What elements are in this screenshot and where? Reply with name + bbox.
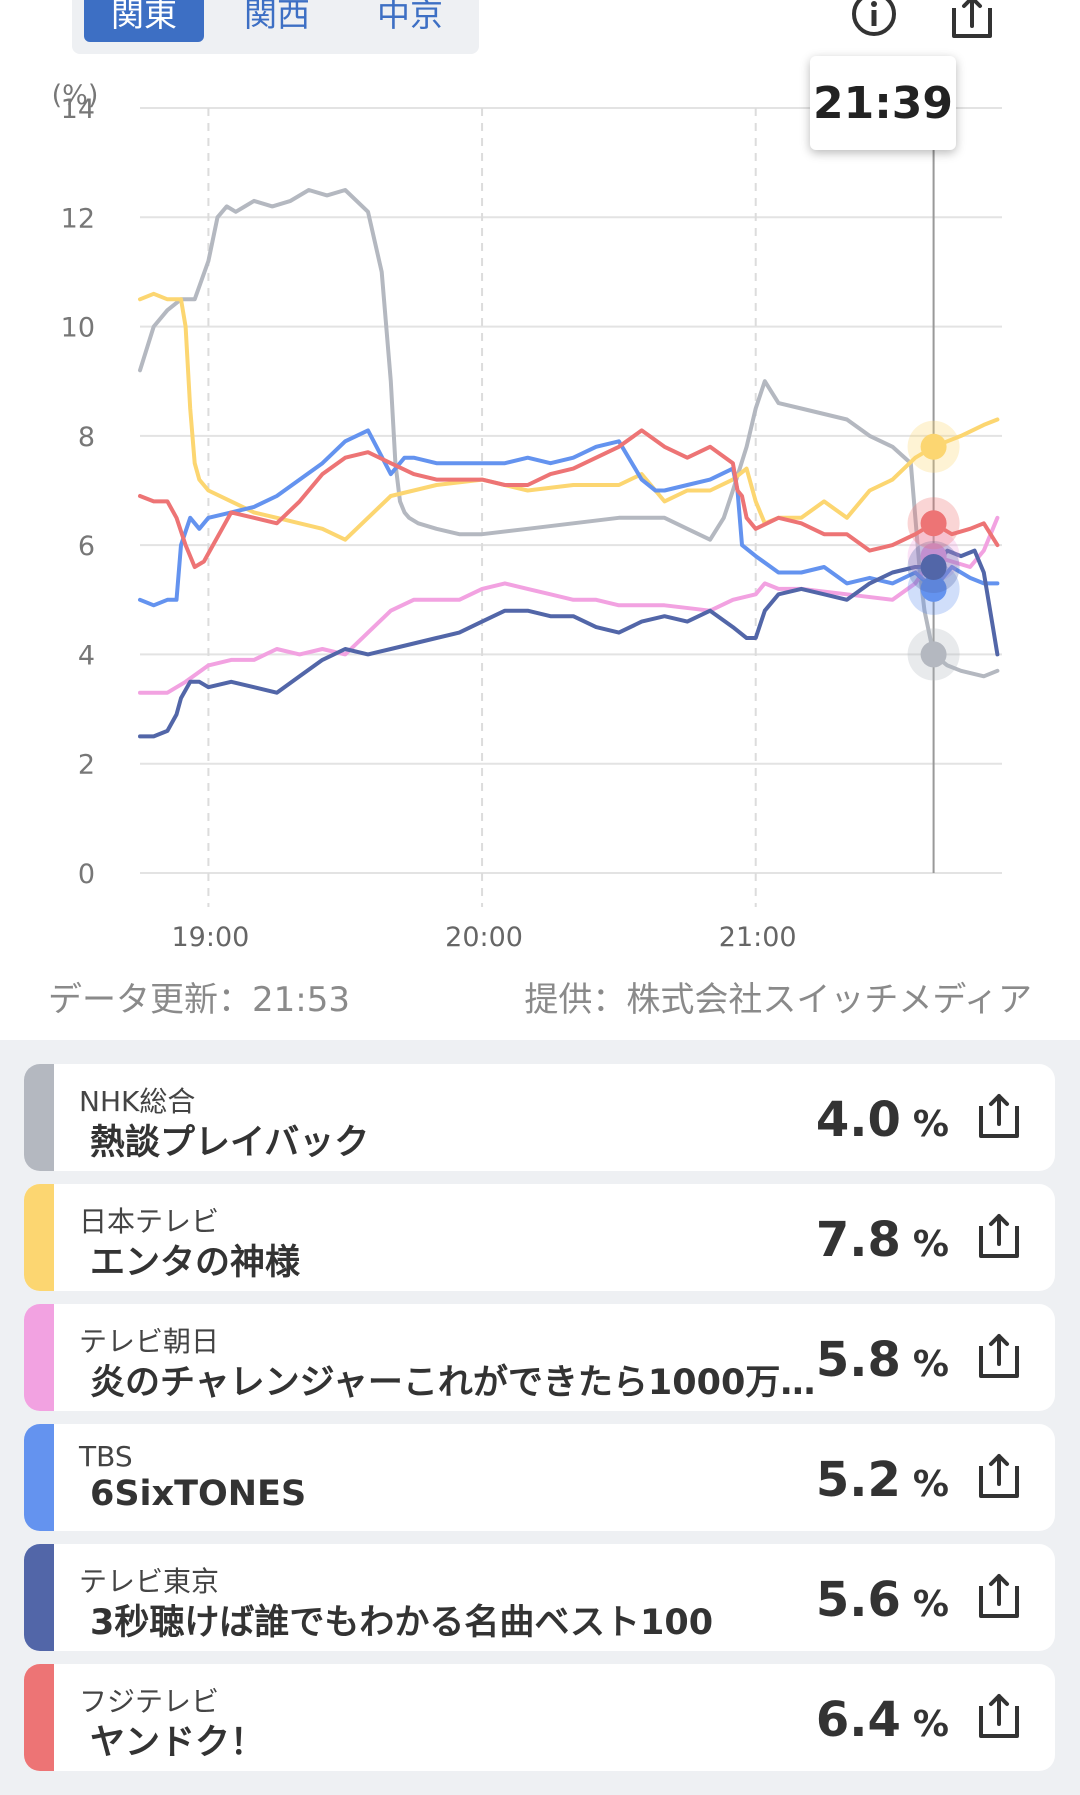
share-icon[interactable] (973, 1452, 1025, 1502)
rating-value: 7.8% (815, 1212, 949, 1268)
channel-color-bar (24, 1184, 54, 1291)
y-tick-label: 12 (61, 203, 95, 234)
channel-color-bar (24, 1064, 54, 1171)
rating-value: 5.6% (815, 1572, 949, 1628)
y-tick-label: 6 (78, 531, 95, 562)
share-icon[interactable] (973, 1572, 1025, 1622)
station-name: フジテレビ (79, 1685, 220, 1718)
y-axis-unit-label: (%) (52, 80, 99, 111)
data-updated-text: データ更新：21:53 (48, 980, 350, 1020)
series-line (138, 428, 1000, 608)
y-tick-label: 14 (61, 94, 95, 125)
channel-color-bar (24, 1424, 54, 1531)
time-tooltip: 21:39 (810, 56, 956, 150)
share-icon[interactable] (944, 0, 1000, 44)
channel-list: NHK総合 熱談プレイバック 4.0% 日本テレビ エンタの神様 7.8% テレ… (0, 1040, 1080, 1795)
program-title: 3秒聴けば誰でもわかる名曲ベスト100 (90, 1603, 714, 1643)
program-title: 熱談プレイバック (90, 1123, 370, 1163)
channel-card-fuji[interactable]: フジテレビ ヤンドク！ 6.4% (24, 1664, 1055, 1771)
station-name: 日本テレビ (79, 1205, 220, 1238)
channel-card-tv-asahi[interactable]: テレビ朝日 炎のチャレンジャーこれができたら1000万… 5.8% (24, 1304, 1055, 1411)
rating-value: 5.8% (815, 1332, 949, 1388)
share-icon[interactable] (973, 1092, 1025, 1142)
tab-kanto[interactable]: 関東 (84, 0, 204, 42)
series-marker-dot (920, 575, 947, 602)
ratings-line-chart: 0 2 4 6 8 10 12 14(%) 19:00 20:00 21:00 (52, 80, 1002, 953)
share-icon[interactable] (973, 1332, 1025, 1382)
channel-color-bar (24, 1544, 54, 1651)
channel-card-ntv[interactable]: 日本テレビ エンタの神様 7.8% (24, 1184, 1055, 1291)
series-marker-dot (920, 554, 947, 580)
channel-card-nhk[interactable]: NHK総合 熱談プレイバック 4.0% (24, 1064, 1055, 1171)
data-provider-text: 提供：株式会社スイッチメディア (524, 980, 1032, 1020)
x-tick-label: 21:00 (719, 922, 797, 953)
series-line (138, 188, 1000, 679)
share-icon[interactable] (973, 1692, 1025, 1742)
share-icon[interactable] (973, 1212, 1025, 1262)
y-tick-label: 0 (78, 859, 95, 890)
channel-color-bar (24, 1304, 54, 1411)
rating-value: 4.0% (815, 1092, 949, 1148)
channel-color-bar (24, 1664, 54, 1771)
y-tick-label: 4 (78, 640, 95, 671)
x-tick-label: 20:00 (445, 922, 523, 953)
series-marker-dot (920, 510, 947, 537)
program-title: 6SixTONES (90, 1474, 307, 1514)
region-tab-bar: 関東 関西 中京 (72, 0, 479, 54)
tab-kansai[interactable]: 関西 (244, 0, 310, 34)
series-line (138, 515, 1000, 695)
station-name: テレビ朝日 (79, 1325, 220, 1358)
series-line (138, 548, 1000, 739)
program-title: ヤンドク！ (90, 1723, 266, 1763)
series-marker-dot (920, 433, 947, 460)
series-marker-dot (920, 641, 947, 668)
program-title: 炎のチャレンジャーこれができたら1000万… (90, 1363, 816, 1403)
channel-card-tbs[interactable]: TBS 6SixTONES 5.2% (24, 1424, 1055, 1531)
series-line (138, 291, 1000, 542)
y-tick-label: 8 (78, 422, 95, 453)
program-title: エンタの神様 (90, 1243, 301, 1283)
rating-value: 6.4% (815, 1692, 949, 1748)
station-name: NHK総合 (79, 1085, 196, 1118)
tab-chukyo[interactable]: 中京 (377, 0, 443, 34)
station-name: TBS (79, 1440, 133, 1473)
series-line (138, 428, 1000, 569)
rating-value: 5.2% (815, 1452, 949, 1508)
y-tick-label: 10 (61, 313, 95, 344)
info-icon[interactable] (846, 0, 902, 44)
y-tick-label: 2 (78, 750, 95, 781)
channel-card-tv-tokyo[interactable]: テレビ東京 3秒聴けば誰でもわかる名曲ベスト100 5.6% (24, 1544, 1055, 1651)
station-name: テレビ東京 (79, 1565, 220, 1598)
x-tick-label: 19:00 (172, 922, 250, 953)
